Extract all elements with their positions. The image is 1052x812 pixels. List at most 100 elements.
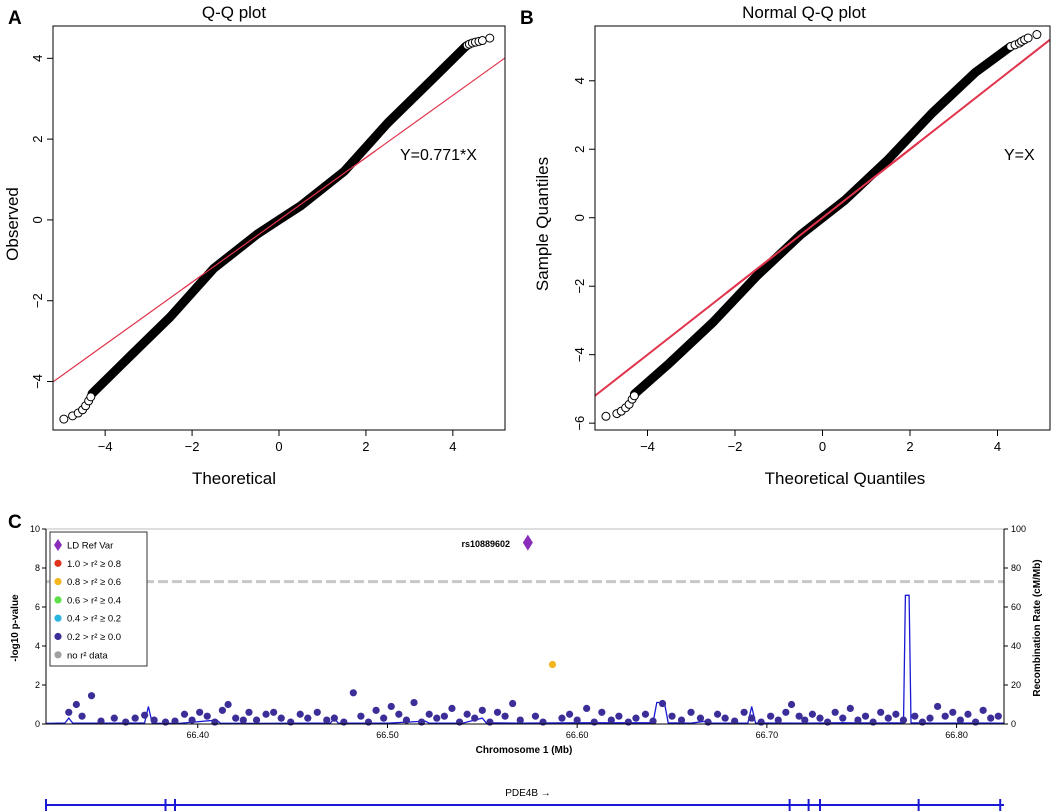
qqa-tail-point [477, 36, 487, 46]
qq-plot-ylabel: Observed [3, 187, 22, 261]
lz-y-right-tick-label: 80 [1011, 563, 1021, 573]
lz-legend-dot [54, 578, 62, 586]
qqb-y-tick-label: 2 [572, 146, 587, 153]
normal-qq-plot-line-label: Y=X [1004, 147, 1035, 164]
lz-snp-point [171, 717, 179, 725]
lz-snp-point [486, 718, 494, 726]
lz-legend-label: no r² data [67, 650, 108, 661]
lz-snp-point [994, 712, 1002, 720]
lz-snp-point [262, 710, 270, 718]
lz-snp-point [380, 714, 388, 722]
lz-snp-point [131, 714, 139, 722]
lz-snp-point [65, 708, 73, 716]
lz-y-tick-label: 4 [35, 641, 40, 651]
qqa-tail-point [59, 414, 69, 424]
lz-snp-point [340, 718, 348, 726]
lz-legend-dot [54, 614, 62, 622]
lz-x-tick-label: 66.50 [376, 730, 399, 740]
lz-snp-point [150, 716, 158, 724]
lz-snp-point [884, 714, 892, 722]
lz-snp-point [956, 716, 964, 724]
lz-snp-point [372, 706, 380, 714]
lz-snp-point [211, 718, 219, 726]
qqb-y-tick-label: −4 [572, 347, 587, 362]
lz-snp-point [740, 708, 748, 716]
lz-snp-point [668, 712, 676, 720]
lz-snp-point [801, 716, 809, 724]
qqa-x-tick-label: −2 [185, 439, 200, 454]
qqa-x-tick-label: −4 [98, 439, 113, 454]
lz-snp-point [949, 708, 957, 716]
qqb-x-tick-label: 4 [994, 439, 1001, 454]
lz-snp-point [539, 718, 547, 726]
lz-snp-point [748, 714, 756, 722]
lz-y-tick-label: 6 [35, 602, 40, 612]
lz-y-right-tick-label: 40 [1011, 641, 1021, 651]
lz-snp-point [846, 704, 854, 713]
lz-snp-point [615, 712, 623, 720]
qqa-y-tick-label: −4 [30, 374, 45, 389]
lz-snp-point [287, 718, 295, 726]
lz-snp-point [632, 714, 640, 722]
lz-y-tick-label: 2 [35, 680, 40, 690]
panel-label-a: A [8, 8, 22, 29]
qqa-tail-point [485, 33, 495, 43]
lz-snp-point [987, 714, 995, 722]
lz-snp-point [558, 714, 566, 722]
lz-legend-label: 0.4 > r² ≥ 0.2 [67, 614, 121, 625]
lz-y-tick-label: 8 [35, 563, 40, 573]
lz-snp-point [598, 708, 606, 716]
lz-snp-point [224, 700, 232, 709]
lz-snp-point [823, 718, 832, 726]
lz-legend: LD Ref Var 1.0 > r² ≥ 0.8 0.8 > r² ≥ 0.6 0.… [49, 531, 148, 667]
lz-snp-point [516, 716, 524, 724]
qqb-reference-line-overlay [725, 141, 920, 294]
lz-snp-point [330, 714, 338, 722]
locuszoom-ylabel-right: Recombination Rate (cM/Mb) [1032, 559, 1043, 696]
qqb-y-tick-label: −6 [572, 416, 587, 431]
lz-snp-point [323, 716, 331, 724]
qqb-x-tick-label: −4 [640, 439, 655, 454]
lz-snp-point [180, 710, 189, 718]
qqa-x-tick-label: 4 [449, 439, 456, 454]
lz-snp-point [624, 718, 632, 726]
qqb-y-tick-label: −2 [572, 279, 587, 294]
lz-y-tick-label: 0 [35, 719, 40, 729]
lz-snp-point [731, 717, 739, 725]
lz-legend-label: 0.8 > r² ≥ 0.6 [67, 577, 121, 588]
lz-snp-point [509, 699, 517, 708]
lz-snp-point [565, 710, 574, 718]
lz-snp-point [641, 710, 650, 718]
lz-snp-point [395, 710, 403, 718]
lz-snp-point [911, 712, 919, 720]
lz-legend-dot [54, 596, 62, 604]
lz-legend-label: 0.6 > r² ≥ 0.4 [67, 595, 121, 606]
lz-snp-point [918, 718, 927, 726]
lz-snp-point [687, 708, 695, 716]
lz-snp-point [493, 708, 502, 716]
lz-snp-point [583, 704, 591, 713]
lz-snp-point [721, 714, 729, 722]
normal-qq-plot-title: Normal Q-Q plot [742, 3, 866, 22]
lz-legend-diamond [54, 539, 62, 551]
lz-x-tick-label: 66.70 [756, 730, 779, 740]
lz-y-right-tick-label: 0 [1011, 719, 1016, 729]
lz-snp-point [402, 716, 411, 724]
gene-label: PDE4B → [505, 788, 551, 799]
lz-legend-box [49, 531, 148, 667]
lz-snp-point [387, 702, 395, 711]
lz-snp-point [892, 710, 900, 718]
qqb-x-tick-label: −2 [728, 439, 743, 454]
lz-snp-point [590, 718, 598, 726]
lz-x-tick-label: 66.60 [566, 730, 589, 740]
lz-snp-point [245, 708, 253, 716]
lz-snp-point [658, 699, 667, 708]
lz-snp-point [704, 718, 712, 726]
lz-snp-point [941, 712, 949, 720]
lz-snp-point [72, 700, 80, 709]
lz-snp-point [313, 708, 321, 716]
lz-legend-dot [54, 632, 62, 641]
lz-snp-point [364, 718, 373, 726]
lz-snp-point [869, 718, 877, 726]
